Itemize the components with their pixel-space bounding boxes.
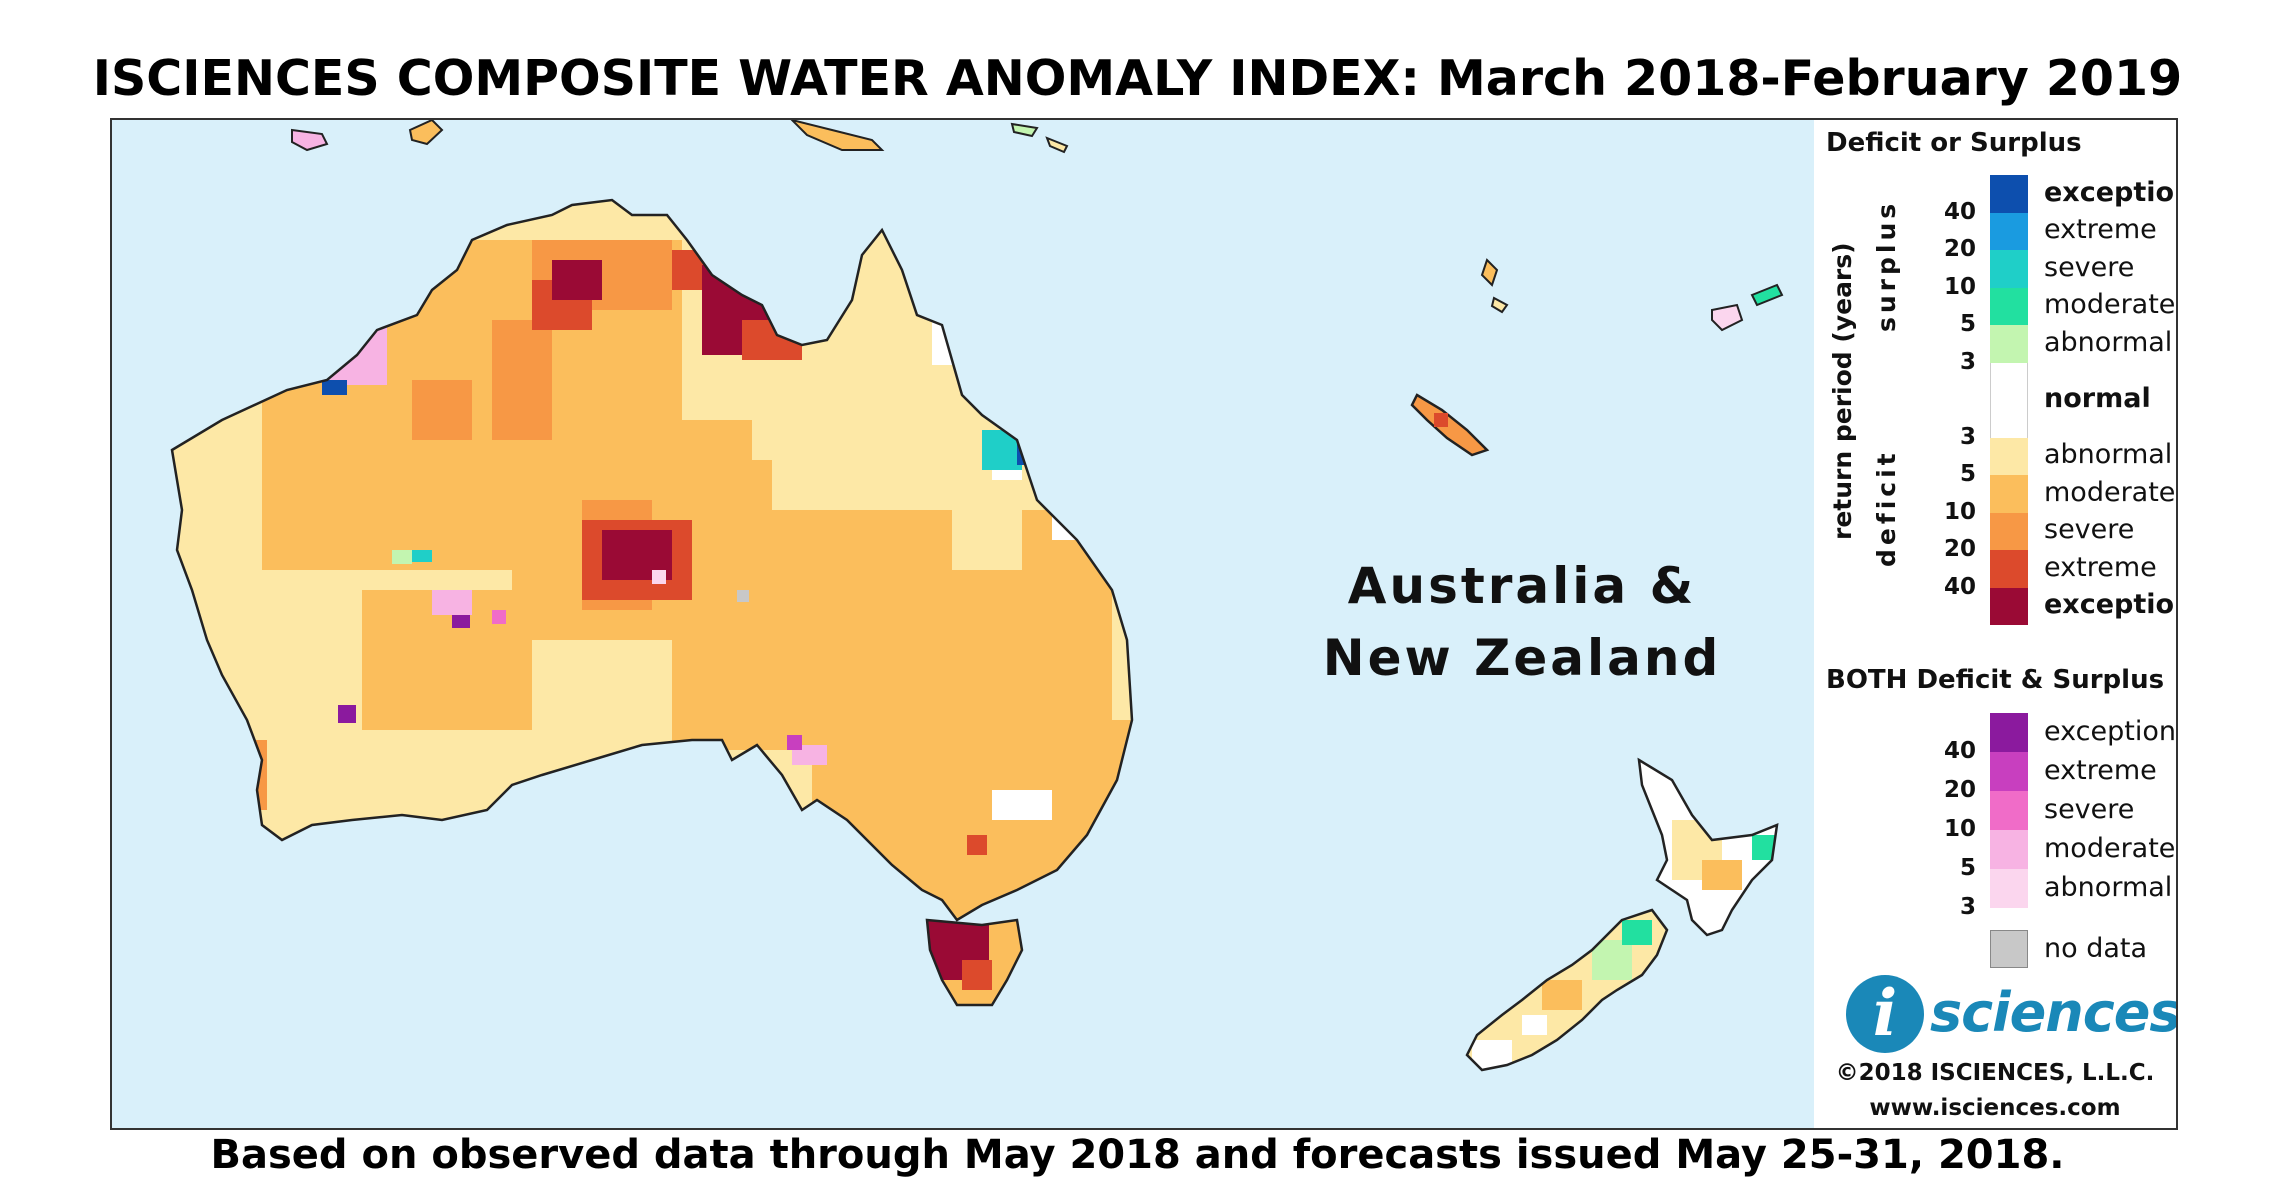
legend-tick-deficit: 20 xyxy=(1943,536,1976,562)
legend-tick-deficit: 5 xyxy=(1959,461,1976,487)
legend-label-surplus-exceptional: exceptional xyxy=(2044,176,2176,208)
map-title: ISCIENCES COMPOSITE WATER ANOMALY INDEX:… xyxy=(92,50,2183,107)
solomon-island-2 xyxy=(1045,136,1069,154)
australia-land xyxy=(172,200,1132,920)
fiji-island-2 xyxy=(1750,283,1784,307)
nz-south-coastline xyxy=(1465,908,1669,1072)
legend-swatch-both-exceptional xyxy=(1990,713,2028,752)
australia-coastline xyxy=(170,198,1134,922)
legend-swatch-surplus-exceptional xyxy=(1990,175,2028,213)
legend-label-both-moderate: moderate xyxy=(2044,832,2176,864)
copyright-text: ©2018 ISCIENCES, L.L.C. xyxy=(1835,1060,2155,1086)
legend-tick-both: 5 xyxy=(1959,855,1976,881)
legend-label-surplus-severe: severe xyxy=(2044,251,2135,283)
legend-swatch-surplus-extreme xyxy=(1990,212,2028,250)
map-canvas xyxy=(170,120,1784,1072)
legend-surplus-label: surplus xyxy=(1872,199,1901,332)
legend-tick-surplus: 20 xyxy=(1943,236,1976,262)
new-guinea-coast xyxy=(790,120,885,151)
legend-panel: Deficit or Surplus return period (years)… xyxy=(1814,120,2176,1128)
legend-label-both-severe: severe xyxy=(2044,793,2135,825)
legend-label-both-exceptional: exceptional xyxy=(2044,715,2176,747)
legend-tick-deficit: 3 xyxy=(1959,423,1976,450)
water-anomaly-map: Australia & New Zealand xyxy=(112,120,1814,1128)
tasmania-coastline xyxy=(925,918,1024,1007)
region-label: Australia & New Zealand xyxy=(1312,550,1732,694)
legend-label-deficit-severe: severe xyxy=(2044,514,2135,546)
new-caledonia xyxy=(1410,393,1490,457)
legend-tick-both: 10 xyxy=(1943,816,1976,842)
nz-north-coastline xyxy=(1637,757,1779,937)
legend-tick-surplus: 5 xyxy=(1959,311,1976,337)
isciences-logo: i sciences xyxy=(1846,975,2176,1055)
legend-no-data-label: no data xyxy=(2044,933,2148,964)
legend-tick-surplus: 3 xyxy=(1959,348,1976,375)
legend-axis-label: return period (years) xyxy=(1828,242,1857,540)
legend-swatch-normal xyxy=(1990,362,2028,438)
legend-swatch-deficit-abnormal xyxy=(1990,437,2028,475)
legend-label-surplus-abnormal: abnormal xyxy=(2044,326,2173,358)
nz-south-island xyxy=(1467,910,1667,1070)
legend-label-surplus-extreme: extreme xyxy=(2044,214,2157,246)
legend-swatch-deficit-extreme xyxy=(1990,550,2028,588)
legend-tick-surplus: 40 xyxy=(1943,198,1976,225)
vanuatu-island-1 xyxy=(1480,258,1499,287)
legend-swatch-surplus-moderate xyxy=(1990,287,2028,325)
map-frame: Australia & New Zealand Deficit or Surpl… xyxy=(110,118,2178,1130)
logo-wordmark: sciences xyxy=(1930,981,2178,1044)
legend-swatch-both-severe xyxy=(1990,791,2028,830)
fiji-island-1 xyxy=(1711,303,1744,332)
legend-swatch-both-moderate xyxy=(1990,830,2028,869)
legend-label-deficit-extreme: extreme xyxy=(2044,551,2157,583)
north-island-west xyxy=(408,120,444,146)
legend-label-deficit-exceptional: exceptional xyxy=(2044,589,2176,621)
legend-swatch-surplus-severe xyxy=(1990,250,2028,288)
logo-i-mark: i xyxy=(1846,975,1924,1053)
legend-label-deficit-abnormal: abnormal xyxy=(2044,439,2173,471)
legend-label-both-extreme: extreme xyxy=(2044,754,2157,786)
legend-swatch-deficit-exceptional xyxy=(1990,587,2028,625)
legend-swatch-both-extreme xyxy=(1990,752,2028,791)
legend-label-surplus-moderate: moderate xyxy=(2044,289,2176,321)
legend-tick-deficit: 10 xyxy=(1943,498,1976,525)
footer-note: Based on observed data through May 2018 … xyxy=(210,1132,2065,1178)
website-link[interactable]: www.isciences.com xyxy=(1869,1095,2121,1121)
legend-swatch-deficit-moderate xyxy=(1990,475,2028,513)
legend-deficit-surplus-title: Deficit or Surplus xyxy=(1826,128,2082,158)
legend-tick-both: 3 xyxy=(1959,894,1976,920)
legend-swatch-deficit-severe xyxy=(1990,512,2028,550)
region-label-line1: Australia & xyxy=(1347,557,1697,615)
legend-label-normal: normal xyxy=(2044,383,2151,414)
vanuatu-island-2 xyxy=(1490,296,1509,314)
timor-island xyxy=(291,128,329,152)
region-label-line2: New Zealand xyxy=(1322,629,1722,687)
solomon-island-1 xyxy=(1010,122,1039,138)
legend-deficit-label: deficit xyxy=(1872,449,1901,567)
legend-tick-deficit: 40 xyxy=(1943,573,1976,600)
legend-tick-surplus: 10 xyxy=(1943,273,1976,300)
legend-tick-both: 20 xyxy=(1943,777,1976,803)
legend-label-deficit-moderate: moderate xyxy=(2044,476,2176,508)
legend-no-data-swatch xyxy=(1990,930,2028,968)
legend-swatch-both-abnormal xyxy=(1990,869,2028,908)
legend-label-both-abnormal: abnormal xyxy=(2044,871,2173,903)
legend-tick-both: 40 xyxy=(1943,738,1976,764)
legend-both-title: BOTH Deficit & Surplus xyxy=(1826,665,2165,695)
legend-swatch-surplus-abnormal xyxy=(1990,325,2028,363)
new-caledonia-extreme-cell xyxy=(1434,413,1448,427)
